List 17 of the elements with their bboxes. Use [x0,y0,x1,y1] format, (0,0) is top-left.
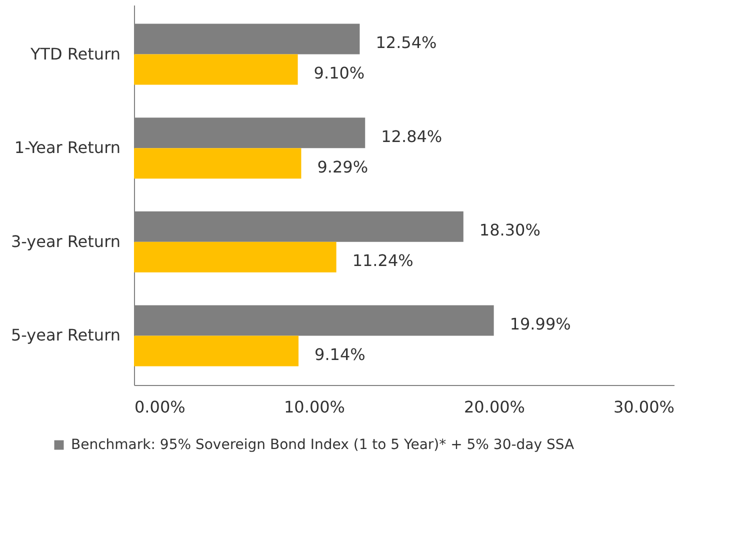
data-label: 11.24% [352,251,414,270]
data-label: 18.30% [479,220,540,240]
y-tick-label: 1-Year Return [14,138,120,158]
data-label: 12.54% [376,33,437,52]
data-label: 9.10% [314,64,365,83]
x-tick-label: 10.00% [284,398,346,416]
data-label: 9.29% [317,157,368,176]
data-label: 9.14% [314,344,366,364]
legend-label: Benchmark: 95% Sovereign Bond Index (1 to 5 Year)* + 5% 30-day SSA [71,437,575,453]
x-tick-label: 20.00% [464,398,526,416]
y-tick-label: 3-year Return [10,232,120,251]
y-tick-label: YTD Return [29,44,120,64]
data-label: 19.99% [510,314,571,334]
data-label: 12.84% [381,126,442,146]
y-tick-label: 5-year Return [10,326,120,345]
x-tick-label: 30.00% [613,398,674,416]
x-tick-label: 0.00% [134,398,186,416]
